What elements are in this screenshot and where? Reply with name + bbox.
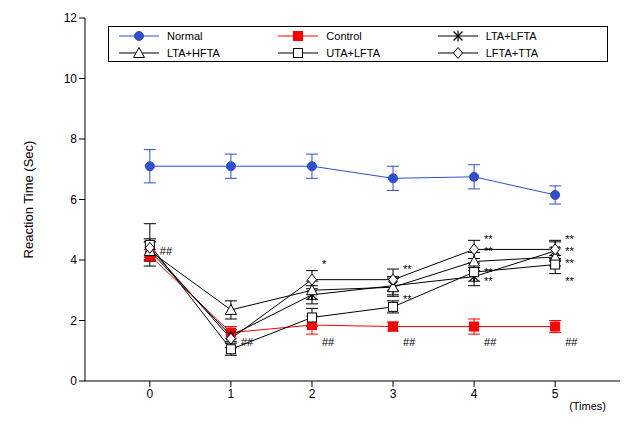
- svg-text:5: 5: [552, 387, 559, 401]
- svg-text:##: ##: [241, 336, 254, 348]
- svg-text:**: **: [484, 233, 493, 245]
- svg-text:10: 10: [64, 72, 78, 86]
- svg-text:Reaction Time (Sec): Reaction Time (Sec): [21, 141, 36, 259]
- svg-text:##: ##: [160, 245, 173, 257]
- svg-text:4: 4: [471, 387, 478, 401]
- svg-text:**: **: [403, 263, 412, 275]
- svg-text:2: 2: [309, 387, 316, 401]
- svg-text:**: **: [565, 275, 574, 287]
- svg-text:12: 12: [64, 11, 78, 25]
- html-text:Normal: Normal: [167, 29, 203, 42]
- svg-text:1: 1: [228, 387, 235, 401]
- svg-text:0: 0: [70, 374, 77, 388]
- svg-text:**: **: [565, 245, 574, 257]
- svg-text:**: **: [403, 293, 412, 305]
- html-text:LFTA+TTA: LFTA+TTA: [485, 46, 539, 59]
- svg-text:2: 2: [70, 314, 77, 328]
- svg-text:**: **: [565, 257, 574, 269]
- svg-text:##: ##: [322, 336, 335, 348]
- svg-text:4: 4: [70, 253, 77, 267]
- svg-text:**: **: [484, 275, 493, 287]
- svg-text:6: 6: [70, 193, 77, 207]
- html-text:LTA+HFTA: LTA+HFTA: [167, 46, 220, 59]
- svg-text:##: ##: [565, 336, 578, 348]
- svg-text:##: ##: [484, 336, 497, 348]
- svg-text:*: *: [322, 258, 327, 270]
- svg-text:(Times): (Times): [569, 400, 606, 412]
- html-text:UTA+LFTA: UTA+LFTA: [326, 46, 380, 59]
- svg-text:3: 3: [390, 387, 397, 401]
- svg-text:**: **: [484, 245, 493, 257]
- html-text:LTA+LFTA: LTA+LFTA: [485, 29, 537, 42]
- svg-text:8: 8: [70, 132, 77, 146]
- svg-text:**: **: [565, 233, 574, 245]
- svg-text:0: 0: [147, 387, 154, 401]
- svg-text:##: ##: [403, 336, 416, 348]
- html-text:Control: Control: [326, 29, 362, 42]
